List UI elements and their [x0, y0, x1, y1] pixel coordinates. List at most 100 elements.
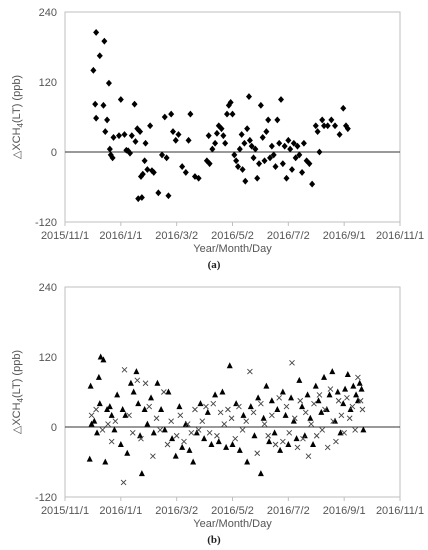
data-point	[117, 96, 124, 103]
data-point	[124, 449, 131, 456]
chart-panel-a: -120 0 120 240 2015/11/1 2016/1/1 2016/3/2 2016…	[11, 7, 424, 271]
data-point	[267, 154, 274, 162]
data-point	[105, 421, 111, 427]
data-point	[185, 136, 192, 144]
data-point	[195, 427, 202, 433]
data-point	[155, 189, 162, 197]
y-tick-label: 120	[39, 77, 57, 89]
data-point	[251, 432, 258, 439]
data-point	[290, 139, 297, 147]
data-point	[175, 131, 182, 138]
data-point	[234, 163, 241, 170]
data-point	[305, 453, 312, 459]
data-point	[210, 400, 217, 407]
data-point	[177, 412, 184, 419]
data-point	[291, 415, 298, 422]
data-point	[358, 385, 365, 392]
data-point	[90, 66, 97, 74]
data-point	[338, 412, 345, 419]
data-point	[168, 418, 174, 424]
y-tick-label: 0	[51, 422, 57, 434]
data-point	[106, 403, 113, 410]
x-tick-label: 2016/7/2	[267, 230, 310, 242]
data-point	[242, 177, 249, 185]
data-point	[282, 411, 289, 418]
data-point	[256, 160, 263, 168]
data-point	[321, 373, 328, 380]
data-point	[199, 418, 206, 424]
panel-label: (a)	[208, 259, 221, 271]
data-point	[344, 125, 351, 133]
data-point	[322, 406, 328, 413]
data-point	[101, 37, 108, 45]
data-point	[327, 386, 334, 392]
data-point	[299, 403, 306, 410]
data-point	[238, 131, 245, 138]
data-point	[91, 417, 98, 424]
data-point	[142, 139, 149, 147]
data-point	[274, 406, 281, 412]
data-point	[119, 406, 126, 412]
data-point	[231, 151, 238, 159]
data-point	[206, 430, 213, 436]
data-point	[201, 435, 208, 442]
data-point	[212, 139, 219, 147]
y-axis-title-unit: (LT) (ppb)	[11, 350, 23, 398]
data-point	[355, 374, 361, 381]
data-point	[313, 432, 320, 439]
data-point	[150, 169, 157, 176]
data-point	[217, 409, 224, 416]
data-point	[181, 438, 187, 445]
plot-frame	[64, 286, 401, 498]
data-point	[126, 412, 132, 419]
data-point	[225, 406, 231, 413]
data-point	[245, 93, 252, 100]
data-point	[329, 368, 336, 375]
data-point	[87, 382, 94, 389]
data-point	[96, 400, 103, 407]
data-point	[172, 452, 179, 459]
data-point	[246, 136, 253, 144]
data-point	[301, 432, 308, 439]
data-point	[120, 479, 127, 486]
data-point	[265, 432, 272, 439]
data-point	[302, 409, 309, 416]
data-point	[258, 400, 264, 407]
data-point	[159, 151, 166, 159]
data-point	[340, 400, 347, 407]
data-point	[279, 388, 286, 395]
data-point	[222, 139, 229, 147]
data-point	[218, 125, 225, 133]
data-point	[281, 142, 288, 150]
y-axis-title-subscript: 4	[16, 397, 25, 402]
data-point	[271, 429, 278, 436]
data-point	[328, 116, 335, 124]
data-point	[324, 444, 331, 451]
data-point	[233, 400, 240, 407]
data-point	[165, 192, 172, 200]
data-point	[248, 142, 255, 150]
data-point	[272, 163, 279, 170]
data-point	[206, 160, 213, 168]
data-point	[97, 353, 104, 360]
data-point	[154, 379, 161, 386]
data-point	[157, 427, 164, 433]
chart-b-svg: -120 0 120 240 2015/11/1 2016/1/1 2016/3/2 2016…	[11, 282, 424, 546]
data-point	[205, 132, 212, 140]
data-point	[102, 458, 109, 465]
y-axis-title-unit: (LT) (ppb)	[11, 75, 23, 123]
data-point	[324, 122, 331, 130]
data-point	[187, 110, 194, 118]
y-axis-title-main: △XCH	[11, 402, 23, 434]
data-point	[161, 113, 168, 121]
data-point	[310, 441, 317, 447]
data-point	[341, 430, 347, 436]
data-point	[257, 470, 264, 477]
data-point	[134, 377, 141, 384]
data-point	[332, 417, 339, 424]
data-point	[164, 441, 171, 448]
data-point	[340, 104, 347, 112]
y-tick-label: 120	[39, 352, 57, 364]
data-point	[269, 412, 275, 419]
y-axis-title-main: △XCH	[11, 127, 23, 159]
